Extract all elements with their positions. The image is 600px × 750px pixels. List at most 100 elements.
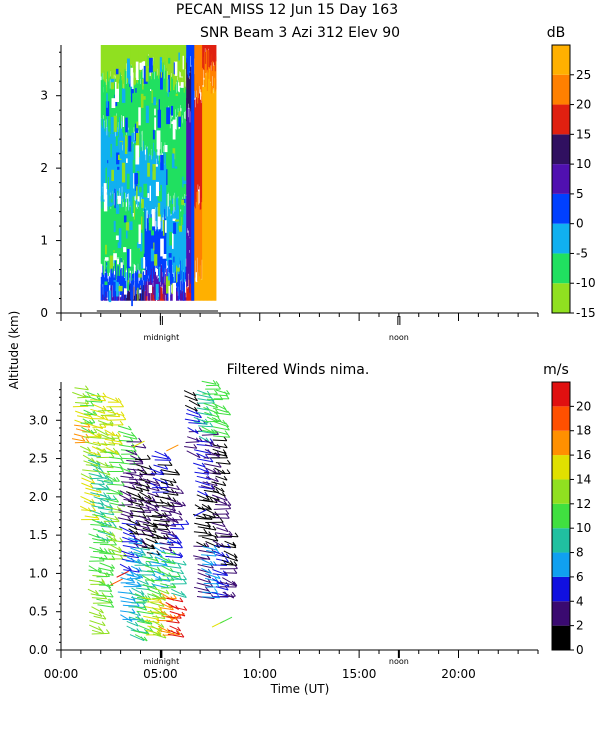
wind-barb <box>195 393 212 399</box>
snr-cell-3 <box>168 84 170 109</box>
wind-barb <box>95 460 109 467</box>
snr-cell-6 <box>214 65 216 79</box>
wind-barb <box>214 412 231 416</box>
snr-cell-2 <box>144 274 146 291</box>
snr-speckle <box>148 89 150 93</box>
snr-speckle <box>139 289 142 294</box>
wind-barb <box>75 402 89 404</box>
wind-barb <box>215 430 229 435</box>
wind-barb-feather <box>143 605 148 611</box>
wind-barb-feather <box>223 475 228 481</box>
snr-cell-2 <box>158 45 160 76</box>
wind-barb <box>105 474 117 482</box>
snr-cell-5 <box>198 93 201 187</box>
snr-cell-5 <box>199 99 201 210</box>
snr-cell-6 <box>202 45 205 70</box>
snr-cell-5 <box>201 96 203 203</box>
winds-colorbar-tick-label: 14 <box>576 472 591 486</box>
snr-speckle <box>126 158 128 163</box>
wind-barb <box>205 476 219 483</box>
wind-barb <box>128 537 144 543</box>
snr-cell-2 <box>146 148 149 211</box>
snr-cell-2 <box>153 141 155 226</box>
wind-barb-feather <box>110 566 114 572</box>
wind-barb-feather <box>183 575 187 580</box>
snr-speckle <box>122 116 125 127</box>
wind-barb-feather <box>110 602 115 608</box>
snr-cell-3 <box>183 118 186 194</box>
wind-barb-feather <box>117 431 122 437</box>
snr-cell-5 <box>201 198 203 260</box>
snr-cell-0 <box>104 201 106 272</box>
snr-cell-5 <box>199 45 201 90</box>
snr-cell-0 <box>100 45 102 77</box>
wind-barb-feather <box>224 571 229 576</box>
snr-cell-5 <box>195 282 197 301</box>
wind-barb-feather <box>157 629 162 635</box>
snr-speckle <box>113 259 115 264</box>
snr-cell-5 <box>198 89 200 190</box>
wind-barb <box>219 616 233 624</box>
snr-cell-0 <box>116 199 118 258</box>
snr-cell-6 <box>211 45 213 71</box>
wind-barb-feather <box>131 484 136 490</box>
wind-barb <box>188 399 201 407</box>
snr-cell-0 <box>112 45 114 80</box>
snr-cell-2 <box>149 210 151 282</box>
snr-speckle <box>168 209 171 216</box>
snr-speckle <box>104 224 107 229</box>
wind-barb <box>99 493 111 500</box>
snr-speckle <box>127 282 129 291</box>
wind-barb-feather <box>171 530 176 536</box>
wind-barb <box>91 519 105 526</box>
snr-speckle <box>145 243 147 260</box>
wind-barb <box>90 408 106 414</box>
snr-speckle <box>143 183 148 198</box>
wind-barb-feather <box>109 581 114 586</box>
wind-barb <box>74 419 88 426</box>
wind-barb <box>154 459 172 461</box>
snr-cell-1 <box>129 283 131 301</box>
winds-colorbar-swatch <box>552 382 570 407</box>
wind-barb-feather <box>167 456 172 461</box>
snr-colorbar-swatch <box>552 223 570 254</box>
snr-cell-6 <box>203 79 205 301</box>
wind-barb <box>193 586 209 592</box>
wind-barb-feather <box>217 417 222 422</box>
snr-speckle <box>143 257 146 269</box>
snr-cell-0 <box>102 264 104 285</box>
snr-speckle <box>147 162 150 177</box>
wind-barbs <box>71 379 239 642</box>
wind-barb-feather <box>158 552 163 558</box>
wind-barb-feather <box>164 479 169 485</box>
snr-cell-6 <box>204 74 206 301</box>
snr-speckle <box>119 141 123 159</box>
snr-speckle <box>139 62 142 70</box>
snr-cell-4 <box>187 117 189 231</box>
wind-barb-feather <box>127 425 132 431</box>
winds-y-tick-label: 1.0 <box>29 566 48 580</box>
wind-barb-feather <box>128 617 133 622</box>
snr-cell-4 <box>187 58 189 104</box>
wind-barb-feather <box>215 412 220 418</box>
snr-cell-5 <box>200 103 202 210</box>
snr-cell-5 <box>194 197 197 261</box>
snr-cell-1 <box>126 45 128 64</box>
snr-cell-2 <box>150 214 153 269</box>
snr-speckle <box>154 117 157 131</box>
wind-barb-feather <box>111 532 116 537</box>
wind-barb-feather <box>154 556 159 562</box>
snr-cell-3 <box>179 267 181 300</box>
wind-barb <box>141 575 155 583</box>
snr-speckle <box>147 91 152 107</box>
wind-barb-feather <box>108 587 113 592</box>
wind-barb-feather <box>132 446 137 452</box>
wind-barb <box>127 505 142 510</box>
snr-speckle <box>148 217 153 231</box>
winds-x-tick-label: 05:00 <box>143 667 178 681</box>
wind-barb <box>212 472 231 474</box>
snr-cell-0 <box>101 70 103 126</box>
snr-speckle <box>141 216 143 230</box>
wind-barb-feather <box>220 487 225 493</box>
